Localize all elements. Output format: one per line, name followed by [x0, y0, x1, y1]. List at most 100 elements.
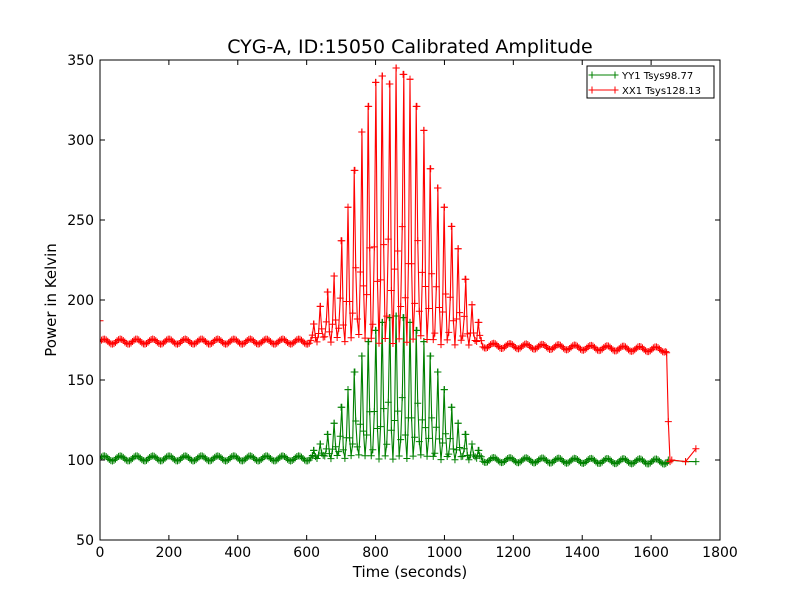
data-point [397, 436, 405, 444]
data-point [654, 456, 662, 464]
data-point [431, 329, 439, 337]
spike-peak-point [351, 368, 359, 376]
data-point [408, 414, 416, 422]
data-point [432, 423, 440, 431]
spike-peak-point [461, 275, 469, 283]
x-tick-label: 200 [156, 545, 183, 561]
spike-peak-point [399, 70, 407, 78]
data-point [541, 455, 549, 463]
data-point [327, 338, 335, 346]
data-point [251, 338, 259, 346]
data-point [451, 456, 459, 464]
data-point [349, 440, 357, 448]
data-point [246, 335, 254, 343]
spike-peak-point [378, 72, 386, 80]
data-point [105, 456, 113, 464]
spike-peak-point [440, 203, 448, 211]
data-point [347, 334, 355, 342]
data-point [384, 398, 392, 406]
data-point [363, 431, 371, 439]
data-point [584, 343, 592, 351]
data-point [541, 341, 549, 349]
data-point [214, 335, 222, 343]
data-point [398, 394, 406, 402]
data-point [167, 336, 175, 344]
data-point [192, 339, 200, 347]
data-point [423, 452, 431, 460]
data-point [418, 416, 426, 424]
data-point [449, 317, 457, 325]
data-point [380, 241, 388, 249]
data-point [298, 336, 305, 344]
data-point [370, 243, 378, 251]
data-point [240, 456, 248, 464]
data-point [437, 456, 445, 464]
data-point [508, 455, 516, 463]
data-point [315, 329, 323, 337]
data-point [435, 435, 443, 443]
data-point [398, 223, 406, 231]
data-point [639, 344, 646, 352]
data-point [417, 332, 425, 340]
data-point [146, 454, 154, 462]
data-point [471, 453, 479, 461]
data-point [383, 312, 391, 320]
data-point [246, 452, 254, 460]
spike-peak-point [358, 128, 366, 136]
spike-peak-point [454, 419, 462, 427]
data-point [341, 454, 349, 462]
data-point [339, 446, 347, 454]
data-point [100, 338, 104, 346]
data-point [167, 453, 175, 461]
data-point [336, 294, 344, 302]
spike-peak-point [475, 318, 483, 326]
data-point [146, 337, 154, 345]
spike-peak-point [385, 80, 393, 88]
data-point [243, 336, 251, 344]
chart-title: CYG-A, ID:15050 Calibrated Amplitude [227, 36, 592, 58]
spike-peak-point [406, 75, 414, 83]
spike-peak-point [427, 352, 435, 360]
spike-peak-point [440, 386, 448, 394]
data-point [473, 337, 481, 345]
data-point [160, 339, 168, 347]
data-point [425, 305, 433, 313]
data-point [460, 445, 468, 453]
data-point [341, 338, 349, 346]
data-point [394, 407, 402, 415]
data-point [592, 345, 600, 353]
data-point [135, 453, 143, 461]
data-point [273, 456, 281, 464]
data-point [284, 455, 292, 463]
data-point [102, 336, 110, 344]
data-point [639, 456, 646, 464]
spike-peak-point [365, 102, 373, 110]
spike-peak-point [399, 314, 407, 322]
data-point [442, 290, 450, 298]
spike-peak-point [337, 403, 345, 411]
spike-peak-point [344, 386, 352, 394]
spike-peak-point [358, 352, 366, 360]
data-point [356, 420, 364, 428]
data-point [367, 334, 375, 342]
x-tick-label: 1000 [427, 545, 463, 561]
spike-peak-point [434, 368, 442, 376]
data-point [439, 308, 447, 316]
data-point [559, 458, 567, 465]
data-point [662, 348, 670, 356]
data-point [519, 455, 527, 463]
spike-peak-point [316, 440, 324, 448]
data-point [325, 450, 333, 458]
data-point [414, 237, 422, 245]
data-point [322, 318, 330, 326]
data-point [327, 455, 335, 463]
data-point [363, 291, 371, 299]
data-point [660, 460, 668, 468]
data-point [367, 452, 375, 460]
data-point [487, 341, 495, 349]
data-point [347, 452, 355, 460]
x-tick-label: 1400 [564, 545, 600, 561]
data-point [353, 315, 361, 323]
data-point [138, 456, 146, 464]
data-point [395, 335, 403, 343]
